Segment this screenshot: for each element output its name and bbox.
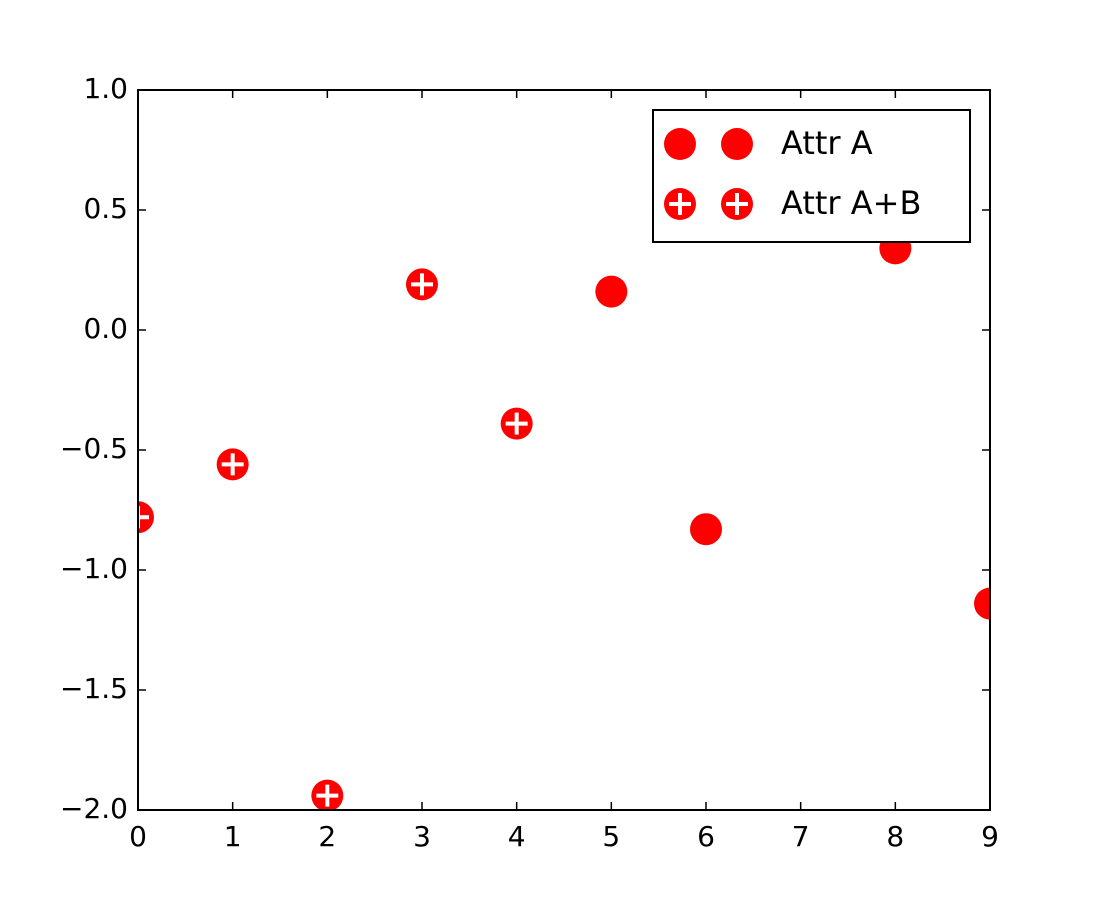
legend-label: Attr A+B: [781, 184, 921, 222]
x-tick-label: 0: [129, 820, 147, 853]
y-tick-label: −1.5: [60, 672, 128, 705]
x-tick-label: 4: [508, 820, 526, 853]
y-tick-label: 0.0: [83, 312, 128, 345]
legend-marker: [664, 128, 696, 160]
marker-cross: [505, 412, 528, 435]
x-tick-label: 8: [886, 820, 904, 853]
legend-marker: [664, 188, 696, 220]
marker-cross: [669, 193, 691, 215]
marker-cross: [726, 193, 748, 215]
legend: Attr A Attr A+B: [652, 109, 971, 243]
marker-cross: [316, 784, 339, 807]
point: [595, 275, 628, 308]
x-tick-label: 6: [697, 820, 715, 853]
point: [216, 448, 249, 481]
legend-box: [652, 109, 971, 243]
marker-cross: [138, 506, 149, 529]
point: [138, 501, 154, 534]
x-tick-label: 1: [224, 820, 242, 853]
legend-label: Attr A: [781, 124, 873, 162]
x-tick-label: 7: [792, 820, 810, 853]
legend-marker: [721, 188, 753, 220]
point: [690, 513, 722, 546]
y-tick-label: −0.5: [60, 432, 128, 465]
y-tick-label: −1.0: [60, 552, 128, 585]
point: [500, 407, 533, 440]
marker-cross: [221, 453, 244, 476]
y-tick-label: −2.0: [60, 792, 128, 825]
plot-frame: [137, 89, 991, 811]
point: [406, 268, 438, 301]
legend-marker: [721, 128, 753, 160]
x-tick-label: 9: [981, 820, 999, 853]
point: [974, 587, 990, 620]
y-tick-label: 1.0: [83, 72, 128, 105]
point: [311, 779, 344, 810]
y-tick-label: 0.5: [83, 192, 128, 225]
x-tick-label: 5: [602, 820, 620, 853]
marker-cross: [411, 273, 433, 296]
x-tick-label: 2: [318, 820, 336, 853]
x-tick-label: 3: [413, 820, 431, 853]
